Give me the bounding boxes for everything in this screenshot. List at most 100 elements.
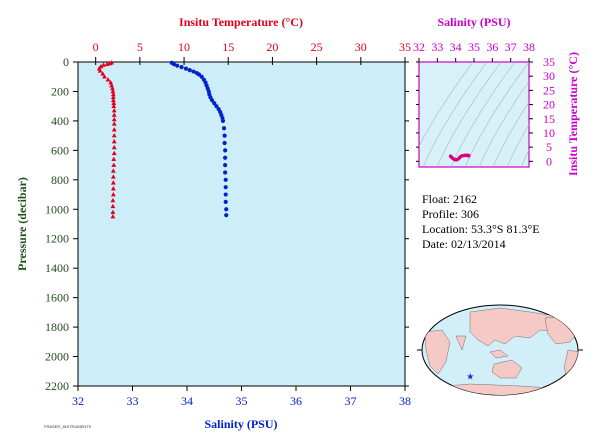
pressure-tick-label: 1200 — [45, 232, 69, 246]
density-contour — [419, 62, 474, 147]
temperature-tick-label: 15 — [222, 40, 234, 54]
density-contour — [591, 54, 601, 167]
pressure-tick-label: 400 — [51, 114, 69, 128]
temperature-point — [111, 121, 117, 126]
temperature-point — [101, 62, 107, 67]
density-contour — [492, 101, 529, 167]
ts-temperature-tick-label: 20 — [543, 98, 555, 112]
salinity-point — [175, 63, 180, 68]
salinity-point — [223, 148, 228, 153]
salinity-point — [191, 69, 196, 74]
salinity-point — [214, 104, 219, 109]
salinity-point — [183, 66, 189, 71]
temperature-point — [110, 209, 116, 215]
temperature-point — [111, 138, 117, 144]
temperature-point — [110, 214, 116, 219]
ts-temperature-tick-label: 15 — [543, 112, 555, 126]
temperature-tick-label: 0 — [93, 40, 99, 54]
ts-series-layer — [448, 153, 471, 162]
temperature-tick-label: 35 — [399, 40, 411, 54]
temperature-point — [111, 156, 117, 161]
ts-salinity-tick-label: 37 — [505, 40, 517, 54]
salinity-tick-label: 33 — [127, 394, 139, 408]
left-axis-title: Pressure (decibar) — [15, 177, 29, 271]
temperature-point — [111, 133, 117, 138]
salinity-point — [223, 185, 228, 190]
ts-salinity-tick-label: 38 — [523, 40, 535, 54]
world-map: ★ — [417, 304, 583, 396]
main-axis-ticks: 0 5 10 15 20 25 30 35 32 33 34 35 36 37 38 0 200 400 600 80… — [45, 40, 411, 408]
pressure-tick-label: 600 — [51, 143, 69, 157]
salinity-point — [222, 140, 227, 146]
salinity-point — [187, 68, 192, 73]
pressure-tick-label: 0 — [63, 55, 69, 69]
ts-temperature-tick-label: 10 — [543, 126, 555, 140]
temperature-point — [111, 150, 117, 156]
ts-temperature-tick-label: 30 — [543, 69, 555, 83]
temperature-point — [100, 71, 106, 76]
ts-salinity-tick-label: 36 — [486, 40, 498, 54]
bottom-axis-title: Salinity (PSU) — [204, 417, 277, 431]
temperature-point — [111, 127, 117, 132]
temperature-point — [111, 103, 117, 108]
salinity-point — [223, 192, 228, 197]
salinity-tick-label: 38 — [399, 394, 411, 408]
temperature-point — [108, 80, 114, 85]
temperature-point — [110, 97, 116, 103]
salinity-point — [199, 74, 204, 79]
salinity-point — [212, 101, 217, 106]
pressure-tick-label: 200 — [51, 84, 69, 98]
salinity-point — [224, 213, 229, 218]
salinity-tick-label: 36 — [290, 394, 302, 408]
float-id: Float: 2162 — [422, 192, 478, 206]
temperature-tick-label: 25 — [311, 40, 323, 54]
salinity-point — [223, 199, 228, 205]
temperature-point — [111, 162, 117, 167]
ts-density-contours — [419, 54, 601, 167]
density-contour — [577, 54, 601, 167]
pressure-tick-label: 800 — [51, 173, 69, 187]
footer-small-text: FRASER_INSTRUMENTS — [44, 424, 92, 429]
salinity-point — [223, 177, 228, 182]
salinity-point — [224, 207, 229, 212]
salinity-point — [221, 126, 227, 131]
salinity-point — [220, 118, 226, 124]
temperature-point — [105, 77, 111, 82]
density-contour — [520, 149, 529, 167]
salinity-point — [171, 62, 177, 67]
salinity-point — [223, 162, 228, 168]
ts-salinity-tick-label: 32 — [413, 40, 425, 54]
temperature-point — [111, 116, 117, 122]
pressure-tick-label: 1800 — [45, 320, 69, 334]
ts-plot-background — [418, 61, 530, 168]
pressure-tick-label: 1600 — [45, 291, 69, 305]
ts-temperature-tick-label: 25 — [543, 83, 555, 97]
temperature-point — [110, 88, 116, 94]
date: Date: 02/13/2014 — [422, 237, 506, 251]
float-info-panel: Float: 2162 Profile: 306 Location: 53.3°… — [422, 192, 540, 252]
ts-point — [467, 154, 471, 158]
density-contour — [436, 62, 502, 167]
density-contour — [450, 62, 516, 167]
salinity-point — [223, 155, 228, 160]
ts-top-axis-title: Salinity (PSU) — [437, 15, 510, 29]
pressure-tick-label: 2200 — [45, 379, 69, 393]
pressure-tick-label: 2000 — [45, 350, 69, 364]
temperature-point — [110, 85, 115, 91]
salinity-point — [223, 170, 228, 175]
ts-temperature-tick-label: 35 — [543, 55, 555, 69]
temperature-tick-label: 20 — [266, 40, 278, 54]
temperature-point — [109, 82, 114, 88]
ts-right-axis-title: Insitu Temperature (°C) — [566, 52, 580, 176]
salinity-tick-label: 35 — [236, 394, 248, 408]
temperature-point — [111, 108, 117, 113]
temperature-point — [110, 168, 116, 173]
temperature-point — [110, 180, 116, 185]
pressure-tick-label: 1400 — [45, 261, 69, 275]
temperature-point — [107, 60, 113, 66]
salinity-point — [209, 98, 215, 103]
temperature-point — [110, 186, 116, 191]
temperature-point — [111, 144, 117, 150]
temperature-point — [110, 91, 116, 97]
